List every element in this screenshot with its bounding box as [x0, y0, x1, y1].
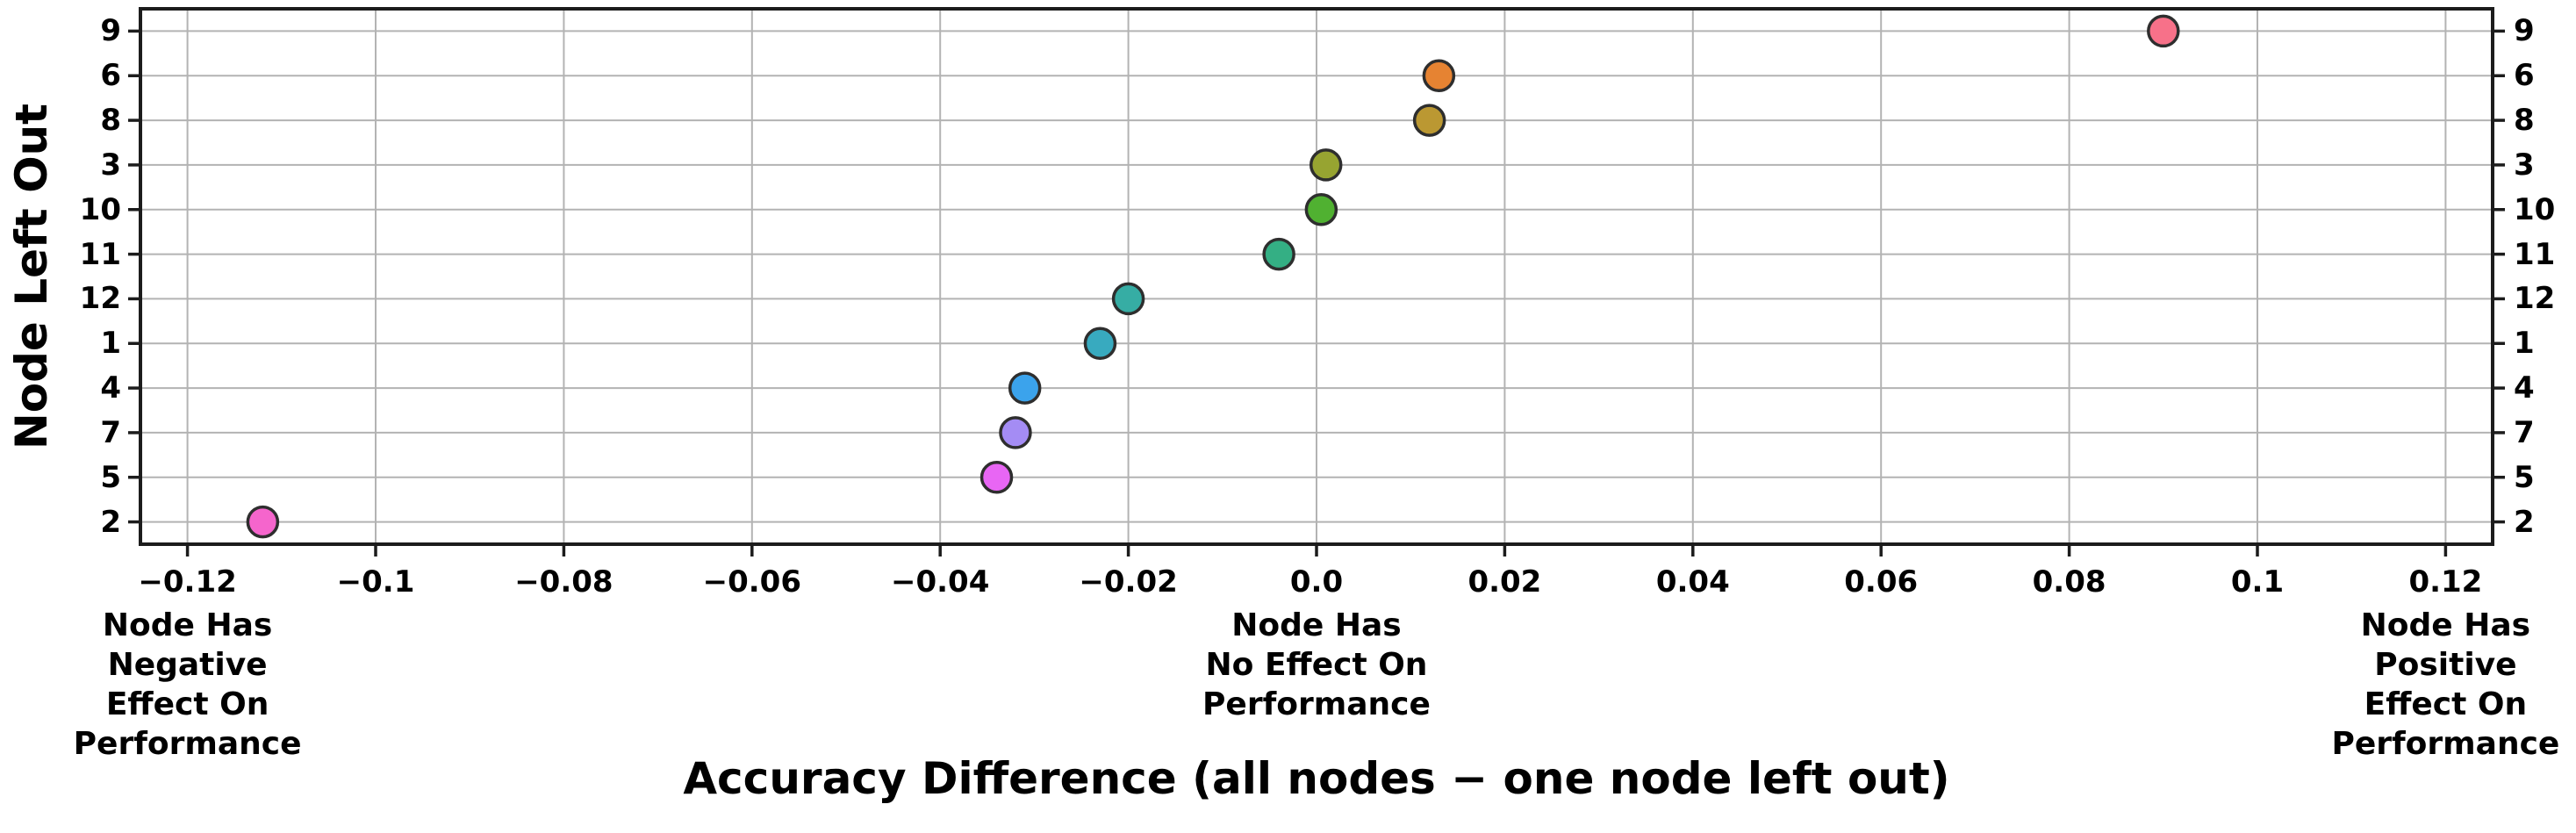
- y-tick-label-right-4: 4: [2514, 370, 2535, 406]
- scatter-point-node-6: [1422, 59, 1456, 92]
- y-tick-label-right-2: 2: [2514, 504, 2535, 540]
- scatter-point-node-10: [1304, 193, 1338, 226]
- scatter-point-node-12: [1111, 282, 1145, 316]
- x-tick-label--0.08: −0.08: [514, 564, 614, 600]
- x-axis-label: Accuracy Difference (all nodes − one nod…: [683, 753, 1950, 804]
- y-tick-label-left-10: 10: [79, 191, 121, 227]
- y-tick-label-right-6: 6: [2514, 58, 2535, 94]
- x-tick-label--0.04: −0.04: [890, 564, 990, 600]
- y-tick-label-right-11: 11: [2514, 236, 2556, 272]
- scatter-point-node-1: [1083, 327, 1117, 360]
- y-tick-label-left-3: 3: [100, 147, 121, 183]
- no-effect-annotation: Node Has No Effect On Performance: [1202, 607, 1431, 722]
- y-tick-label-left-11: 11: [79, 236, 121, 272]
- scatter-point-node-7: [999, 416, 1032, 449]
- y-tick-label-right-5: 5: [2514, 459, 2535, 495]
- scatter-point-node-3: [1309, 148, 1343, 182]
- y-tick-label-left-1: 1: [100, 326, 121, 362]
- scatter-point-node-5: [979, 461, 1014, 494]
- x-tick-label-0.12: 0.12: [2408, 564, 2483, 600]
- y-tick-label-left-4: 4: [100, 370, 121, 406]
- scatter-point-node-2: [246, 505, 280, 539]
- y-tick-label-right-8: 8: [2514, 103, 2535, 139]
- y-tick-label-right-9: 9: [2514, 13, 2535, 49]
- scatter-point-node-4: [1008, 371, 1042, 405]
- x-tick-label-0: 0.0: [1289, 564, 1344, 600]
- x-tick-label--0.02: −0.02: [1079, 564, 1178, 600]
- x-tick-label--0.12: −0.12: [138, 564, 237, 600]
- y-tick-label-left-5: 5: [100, 459, 121, 495]
- x-tick-label-0.06: 0.06: [1844, 564, 1919, 600]
- x-tick-label-0.1: 0.1: [2230, 564, 2285, 600]
- y-tick-label-left-9: 9: [100, 13, 121, 49]
- x-tick-label--0.1: −0.1: [336, 564, 415, 600]
- y-tick-label-left-2: 2: [100, 504, 121, 540]
- y-tick-label-left-12: 12: [79, 281, 121, 317]
- y-tick-label-right-7: 7: [2514, 414, 2535, 450]
- positive-effect-annotation: Node Has Positive Effect On Performance: [2331, 607, 2560, 762]
- y-tick-label-left-8: 8: [100, 103, 121, 139]
- scatter-point-node-9: [2147, 14, 2180, 48]
- y-tick-label-right-12: 12: [2514, 281, 2556, 317]
- y-tick-label-right-1: 1: [2514, 326, 2535, 362]
- y-tick-label-right-10: 10: [2514, 191, 2556, 227]
- x-tick-label-0.04: 0.04: [1655, 564, 1730, 600]
- x-tick-label-0.08: 0.08: [2032, 564, 2106, 600]
- x-tick-label--0.06: −0.06: [702, 564, 801, 600]
- scatter-point-node-11: [1262, 237, 1295, 271]
- scatter-point-node-8: [1412, 104, 1446, 137]
- negative-effect-annotation: Node Has Negative Effect On Performance: [73, 607, 302, 762]
- y-tick-label-left-7: 7: [100, 414, 121, 450]
- y-tick-label-left-6: 6: [100, 58, 121, 94]
- x-tick-label-0.02: 0.02: [1467, 564, 1542, 600]
- y-tick-label-right-3: 3: [2514, 147, 2535, 183]
- y-axis-label: Node Left Out: [6, 103, 57, 450]
